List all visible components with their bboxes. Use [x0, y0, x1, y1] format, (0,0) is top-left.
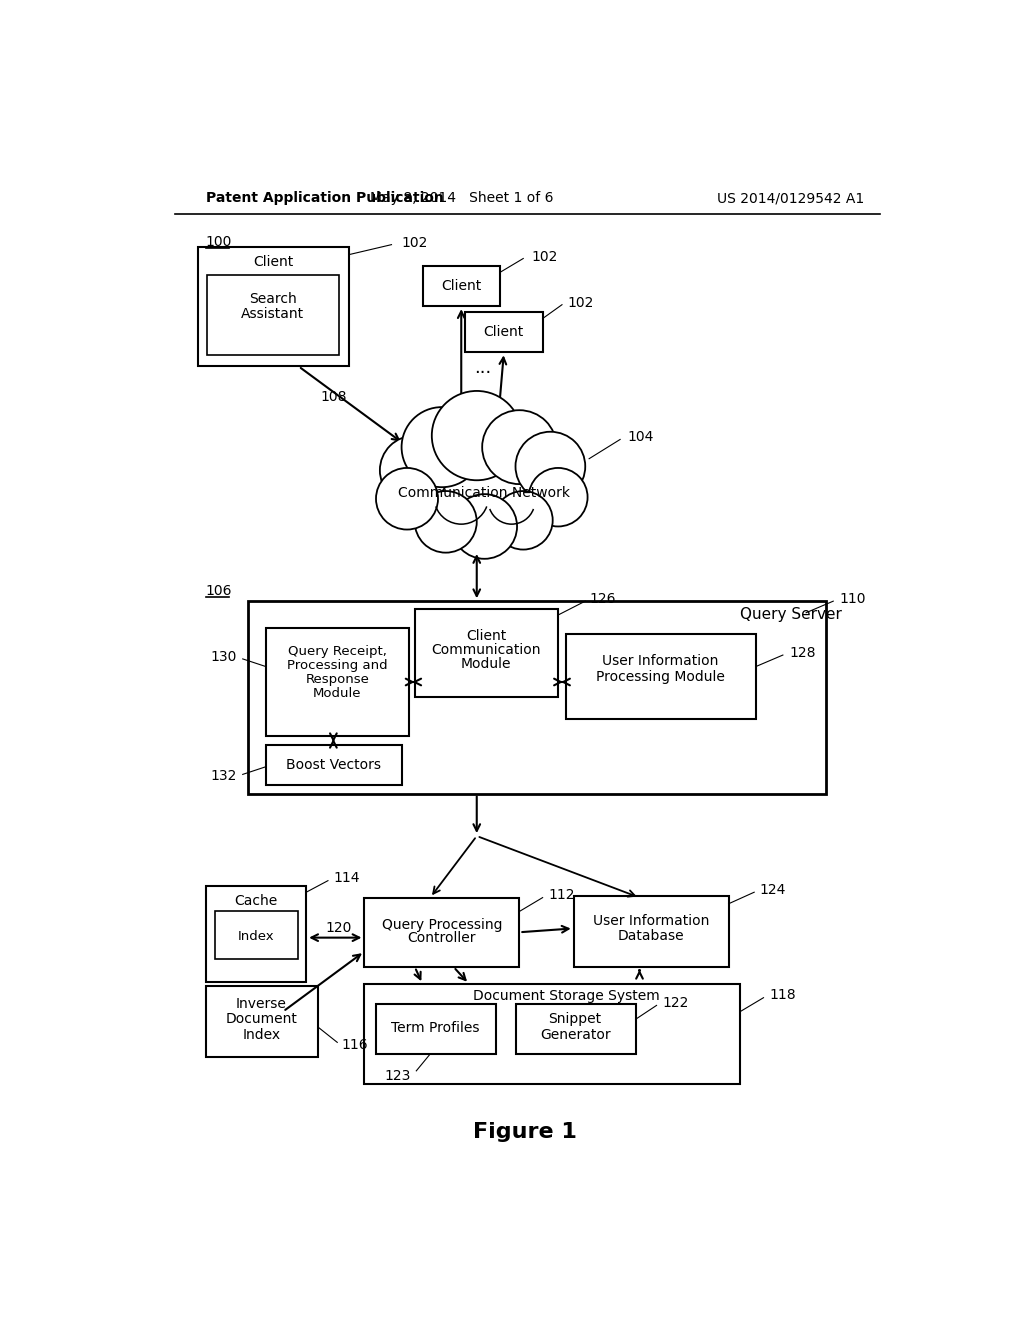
Text: 102: 102: [531, 249, 557, 264]
Text: 108: 108: [321, 391, 347, 404]
Bar: [415, 609, 558, 697]
Text: Query Processing: Query Processing: [382, 917, 502, 932]
Text: 123: 123: [384, 1069, 411, 1084]
Circle shape: [432, 391, 521, 480]
Circle shape: [380, 436, 450, 504]
Text: US 2014/0129542 A1: US 2014/0129542 A1: [717, 191, 864, 206]
Text: Communication: Communication: [431, 643, 541, 656]
Text: 102: 102: [567, 296, 594, 310]
Bar: [365, 898, 519, 966]
Text: 130: 130: [210, 651, 237, 664]
Text: 128: 128: [790, 645, 815, 660]
Text: Client: Client: [483, 326, 524, 339]
Text: Index: Index: [238, 929, 274, 942]
Text: 110: 110: [840, 591, 866, 606]
Text: Query Server: Query Server: [740, 607, 842, 622]
Text: 124: 124: [760, 883, 786, 896]
Text: 132: 132: [210, 770, 237, 783]
Text: Client: Client: [441, 280, 481, 293]
Circle shape: [515, 432, 586, 502]
Text: 126: 126: [590, 591, 616, 606]
Text: 104: 104: [628, 430, 654, 444]
Bar: [376, 1003, 496, 1053]
Bar: [215, 911, 298, 960]
Text: Response: Response: [305, 673, 370, 686]
Text: User Information: User Information: [602, 655, 719, 668]
Circle shape: [452, 494, 517, 558]
Circle shape: [482, 411, 557, 484]
Text: Processing and: Processing and: [287, 659, 387, 672]
Text: Generator: Generator: [540, 1028, 610, 1041]
Bar: [515, 1003, 636, 1053]
Text: 118: 118: [770, 989, 797, 1002]
Text: Snippet: Snippet: [549, 1012, 602, 1026]
Text: Module: Module: [461, 656, 511, 671]
Text: Query Receipt,: Query Receipt,: [288, 645, 387, 659]
Bar: [206, 886, 306, 982]
Text: Communication Network: Communication Network: [398, 486, 570, 500]
Bar: [207, 276, 339, 355]
Bar: [266, 628, 410, 737]
Circle shape: [528, 469, 588, 527]
Text: Cache: Cache: [234, 895, 278, 908]
Text: Patent Application Publication: Patent Application Publication: [206, 191, 443, 206]
Text: 102: 102: [401, 236, 428, 249]
Text: Boost Vectors: Boost Vectors: [286, 758, 381, 772]
Text: Document: Document: [225, 1012, 297, 1026]
Text: ...: ...: [474, 359, 492, 376]
Text: 112: 112: [548, 888, 574, 903]
Text: Index: Index: [243, 1028, 281, 1041]
Text: Database: Database: [617, 929, 684, 942]
Bar: [248, 601, 825, 793]
Text: 120: 120: [326, 921, 352, 936]
Circle shape: [494, 491, 553, 549]
Text: Term Profiles: Term Profiles: [391, 1022, 480, 1035]
Text: 116: 116: [342, 1039, 369, 1052]
Bar: [198, 247, 349, 367]
Bar: [266, 744, 401, 785]
Text: Controller: Controller: [408, 932, 476, 945]
Text: 114: 114: [334, 871, 359, 886]
Text: Inverse: Inverse: [236, 997, 287, 1011]
Bar: [465, 313, 543, 352]
Ellipse shape: [353, 424, 600, 554]
Text: Assistant: Assistant: [242, 308, 304, 321]
Text: Document Storage System: Document Storage System: [473, 989, 659, 1003]
Text: Module: Module: [313, 686, 361, 700]
Text: May 8, 2014   Sheet 1 of 6: May 8, 2014 Sheet 1 of 6: [370, 191, 553, 206]
Text: 100: 100: [206, 235, 231, 248]
Text: Client: Client: [466, 628, 506, 643]
Text: User Information: User Information: [593, 913, 710, 928]
Bar: [566, 635, 756, 719]
Bar: [423, 267, 500, 306]
Bar: [573, 896, 729, 966]
Text: Search: Search: [249, 292, 297, 305]
Text: 122: 122: [663, 997, 689, 1010]
Bar: [206, 986, 317, 1057]
Circle shape: [401, 407, 482, 487]
Circle shape: [415, 491, 477, 553]
Text: Figure 1: Figure 1: [473, 1122, 577, 1142]
Text: Client: Client: [254, 255, 294, 269]
Text: 106: 106: [206, 585, 232, 598]
Text: Processing Module: Processing Module: [596, 669, 725, 684]
Circle shape: [376, 469, 438, 529]
Bar: [365, 983, 740, 1084]
